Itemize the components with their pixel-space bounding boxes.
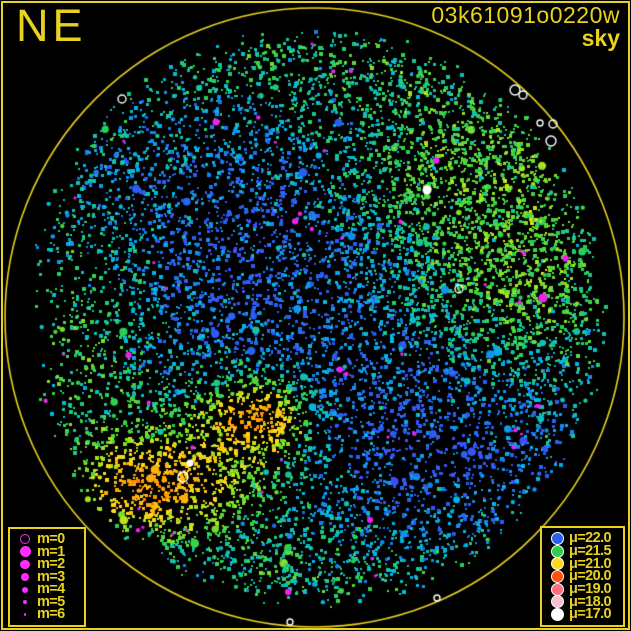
color-swatch-icon: [551, 570, 563, 582]
mu18-symbol: [545, 596, 569, 608]
filled-circle-icon: [22, 586, 28, 593]
legend-row-m1: m=1: [13, 543, 81, 560]
legend-row-m0: m=0: [13, 531, 81, 548]
m3-symbol: [13, 573, 37, 581]
m6-symbol: [13, 613, 37, 616]
color-swatch-icon: [551, 583, 563, 595]
legend-label: μ=22.0: [569, 530, 612, 547]
m4-symbol: [13, 586, 37, 593]
mu20-symbol: [545, 570, 569, 582]
legend-label: m=1: [37, 543, 65, 560]
legend-label: μ=17.0: [569, 606, 612, 623]
mu17-symbol: [545, 609, 569, 621]
legend-label: μ=18.0: [569, 593, 612, 610]
color-swatch-icon: [551, 558, 563, 570]
orientation-label: NE: [16, 0, 87, 51]
legend-row-m6: m=6: [13, 606, 81, 623]
legend-row-m2: m=2: [13, 556, 81, 573]
legend-row-m3: m=3: [13, 568, 81, 585]
plot-header: 03k61091o0220w sky: [431, 3, 620, 50]
surface-brightness-legend: μ=22.0 μ=21.5 μ=21.0 μ=20.0 μ=19.0 μ=18.…: [540, 526, 625, 627]
color-swatch-icon: [551, 532, 563, 544]
legend-row-mu22: μ=22.0: [545, 530, 620, 547]
color-swatch-icon: [551, 609, 563, 621]
open-circle-icon: [20, 534, 30, 545]
legend-label: μ=19.0: [569, 580, 612, 597]
legend-row-mu17: μ=17.0: [545, 606, 620, 623]
legend-row-mu20: μ=20.0: [545, 568, 620, 585]
mu22-symbol: [545, 532, 569, 544]
legend-row-m4: m=4: [13, 581, 81, 598]
mu21-5-symbol: [545, 545, 569, 557]
legend-label: m=5: [37, 593, 65, 610]
filled-circle-icon: [20, 559, 30, 569]
filled-circle-icon: [21, 573, 29, 581]
legend-label: μ=21.5: [569, 542, 612, 559]
magnitude-legend: m=0 m=1 m=2 m=3 m=4 m=5 m=6: [8, 527, 86, 627]
legend-label: m=4: [37, 581, 65, 598]
legend-row-mu21-5: μ=21.5: [545, 542, 620, 559]
mu21-symbol: [545, 558, 569, 570]
legend-row-mu18: μ=18.0: [545, 593, 620, 610]
legend-label: m=0: [37, 531, 65, 548]
filled-circle-icon: [22, 600, 28, 605]
m0-symbol: [13, 534, 37, 545]
color-swatch-icon: [551, 596, 563, 608]
m5-symbol: [13, 600, 37, 605]
legend-label: m=2: [37, 556, 65, 573]
plot-subtitle: sky: [581, 25, 620, 52]
color-swatch-icon: [551, 545, 563, 557]
filled-circle-icon: [23, 613, 27, 616]
legend-row-m5: m=5: [13, 593, 81, 610]
mu19-symbol: [545, 583, 569, 595]
legend-row-mu19: μ=19.0: [545, 580, 620, 597]
filled-circle-icon: [19, 546, 31, 558]
m1-symbol: [13, 546, 37, 558]
legend-label: μ=21.0: [569, 555, 612, 572]
legend-label: m=3: [37, 568, 65, 585]
plot-title: 03k61091o0220w: [431, 2, 620, 28]
legend-row-mu21: μ=21.0: [545, 555, 620, 572]
m2-symbol: [13, 559, 37, 569]
legend-label: μ=20.0: [569, 568, 612, 585]
legend-label: m=6: [37, 606, 65, 623]
